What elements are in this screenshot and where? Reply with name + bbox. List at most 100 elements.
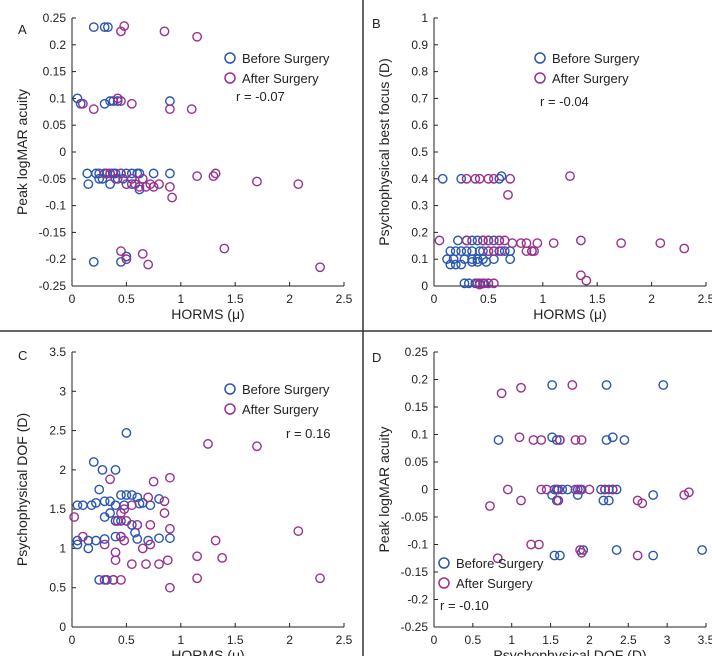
panel-a-point-after: [192, 31, 203, 42]
panel-b-point-before: [472, 254, 483, 265]
panel-d-point-after: [570, 484, 581, 495]
panel-d-point-after: [632, 550, 643, 561]
panel-c-point-before: [99, 496, 110, 507]
panel-a-point-before: [83, 179, 94, 190]
panel-a-correlation-annotation: r = -0.07: [236, 89, 285, 104]
panel-d-point-after: [576, 435, 587, 445]
panel-b-point-after: [474, 279, 485, 290]
panel-b-point-before: [437, 173, 448, 184]
panel-d-legend-marker-after: [438, 577, 450, 589]
panel-b-x-tick-label: 2.5: [698, 292, 712, 306]
panel-b-point-after: [488, 173, 499, 184]
panel-c-point-before: [132, 492, 143, 503]
panel-a-point-after: [116, 246, 126, 257]
panel-d-point-after: [567, 380, 578, 390]
panel-d-y-axis-label: Peak logMAR acuity: [376, 426, 392, 552]
panel-c-point-after: [116, 508, 126, 518]
panel-a-point-after: [143, 259, 154, 270]
panel-a-point-before: [97, 173, 108, 184]
panel-a-point-after: [88, 104, 99, 115]
panel-a-y-tick-label: -0.05: [39, 172, 67, 186]
panel-a-point-before: [121, 251, 132, 262]
panel-b-y-tick-label: 0.1: [411, 252, 428, 266]
panel-c-point-after: [165, 582, 175, 593]
panel-a-point-after: [165, 181, 175, 192]
panel-b-point-before: [481, 256, 492, 267]
panel-d-point-after: [516, 382, 526, 393]
panel-a-point-before: [99, 98, 110, 109]
panel-a-point-before: [72, 93, 83, 104]
panel-c-point-after: [315, 573, 325, 584]
panel-b-point-after: [483, 246, 494, 257]
panel-a-point-before: [103, 22, 113, 33]
panel-d-point-after: [492, 553, 503, 564]
panel-b-point-after: [655, 238, 666, 249]
panel-a-letter: A: [18, 22, 27, 37]
panel-c-point-after: [162, 555, 173, 566]
panel-d-point-after: [536, 484, 547, 495]
panel-a-point-after: [105, 168, 115, 179]
panel-d-x-axis-label: Psychophysical DOF (D): [493, 647, 646, 656]
panel-c-point-after: [145, 539, 156, 550]
panel-b-point-before: [472, 235, 483, 246]
panel-a-point-after: [148, 181, 159, 192]
panel-a-x-axis-label: HORMS (μ): [171, 306, 244, 322]
panel-a-y-tick-label: 0.2: [49, 38, 66, 52]
panel-d-legend-marker-before: [438, 557, 450, 569]
panel-c-point-after: [121, 516, 132, 526]
panel-a-point-before: [88, 22, 99, 33]
panel-a-point-before: [105, 179, 115, 190]
panel-b-x-tick-label: 1: [539, 292, 546, 306]
panel-c-correlation-annotation: r = 0.16: [286, 426, 330, 441]
panel-a-point-before: [121, 168, 132, 179]
panel-c-y-tick-label: 3.5: [49, 345, 66, 359]
panel-a-point-before: [94, 168, 105, 179]
panel-c-point-after: [252, 441, 262, 452]
panel-c-point-before: [121, 490, 132, 500]
panel-d-x-tick-label: 0.5: [465, 633, 482, 647]
panel-b-point-after: [575, 270, 586, 281]
panel-a-point-after: [116, 26, 126, 37]
panel-d-point-before: [607, 432, 618, 443]
panel-a-point-after: [252, 176, 262, 187]
panel-b-point-after: [472, 278, 483, 289]
panel-a-x-tick-label: 2.5: [336, 292, 353, 306]
panel-b-point-after: [488, 278, 499, 289]
panel-b-point-after: [461, 235, 472, 246]
panel-d-point-after: [496, 388, 507, 399]
panel-a-x-tick-label: 1.5: [227, 292, 244, 306]
panel-d-point-before: [603, 495, 614, 506]
panel-a-point-after: [315, 262, 325, 273]
panel-b-point-after: [532, 238, 543, 249]
panel-b-y-tick-label: 0.7: [411, 91, 428, 105]
panel-c-point-after: [69, 512, 80, 522]
panel-c-x-tick-label: 2.5: [336, 633, 353, 647]
panel-c-point-before: [88, 457, 99, 467]
panel-c-point-after: [192, 573, 203, 584]
panel-b-y-tick-label: 0.8: [411, 65, 428, 79]
panel-c-x-tick-label: 1.5: [227, 633, 244, 647]
panel-a-point-before: [99, 22, 110, 33]
panel-a-point-before: [165, 96, 175, 106]
panel-b-point-after: [548, 238, 559, 249]
panel-b-point-after: [581, 275, 592, 286]
panel-b-point-after: [483, 173, 494, 184]
panel-d-y-tick-label: -0.2: [407, 593, 428, 607]
panel-b-point-after: [616, 238, 627, 249]
panel-b-point-before: [456, 259, 467, 270]
panel-d-point-before: [648, 490, 659, 500]
panel-c-point-after: [145, 519, 156, 530]
panel-c-y-tick-label: 0: [59, 620, 66, 634]
panel-a-y-tick-label: 0.05: [43, 118, 67, 132]
panel-d-point-before: [697, 545, 708, 555]
panel-b-point-before: [494, 173, 505, 184]
panel-d-point-after: [516, 495, 526, 506]
panel-c-y-axis-label: Psychophysical DOF (D): [14, 413, 30, 566]
panel-a-point-before: [148, 168, 159, 179]
panel-b-x-tick-label: 0.5: [480, 292, 497, 306]
panel-b-point-before: [505, 254, 516, 265]
panel-a-point-before: [116, 256, 126, 267]
panel-c-point-before: [110, 531, 121, 542]
panel-c-legend-marker-before: [224, 383, 236, 395]
panel-a-point-after: [293, 179, 304, 190]
